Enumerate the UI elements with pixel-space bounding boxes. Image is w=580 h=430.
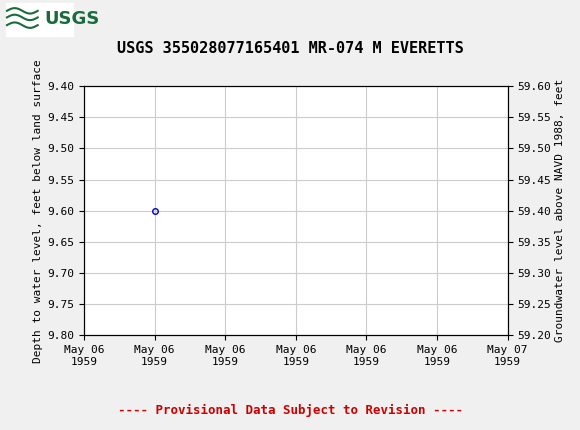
Text: ---- Provisional Data Subject to Revision ----: ---- Provisional Data Subject to Revisio… [118,404,462,417]
Text: USGS: USGS [44,10,99,28]
Y-axis label: Groundwater level above NAVD 1988, feet: Groundwater level above NAVD 1988, feet [555,79,565,342]
FancyBboxPatch shape [6,3,72,36]
Y-axis label: Depth to water level, feet below land surface: Depth to water level, feet below land su… [33,59,44,362]
Text: USGS 355028077165401 MR-074 M EVERETTS: USGS 355028077165401 MR-074 M EVERETTS [117,41,463,56]
